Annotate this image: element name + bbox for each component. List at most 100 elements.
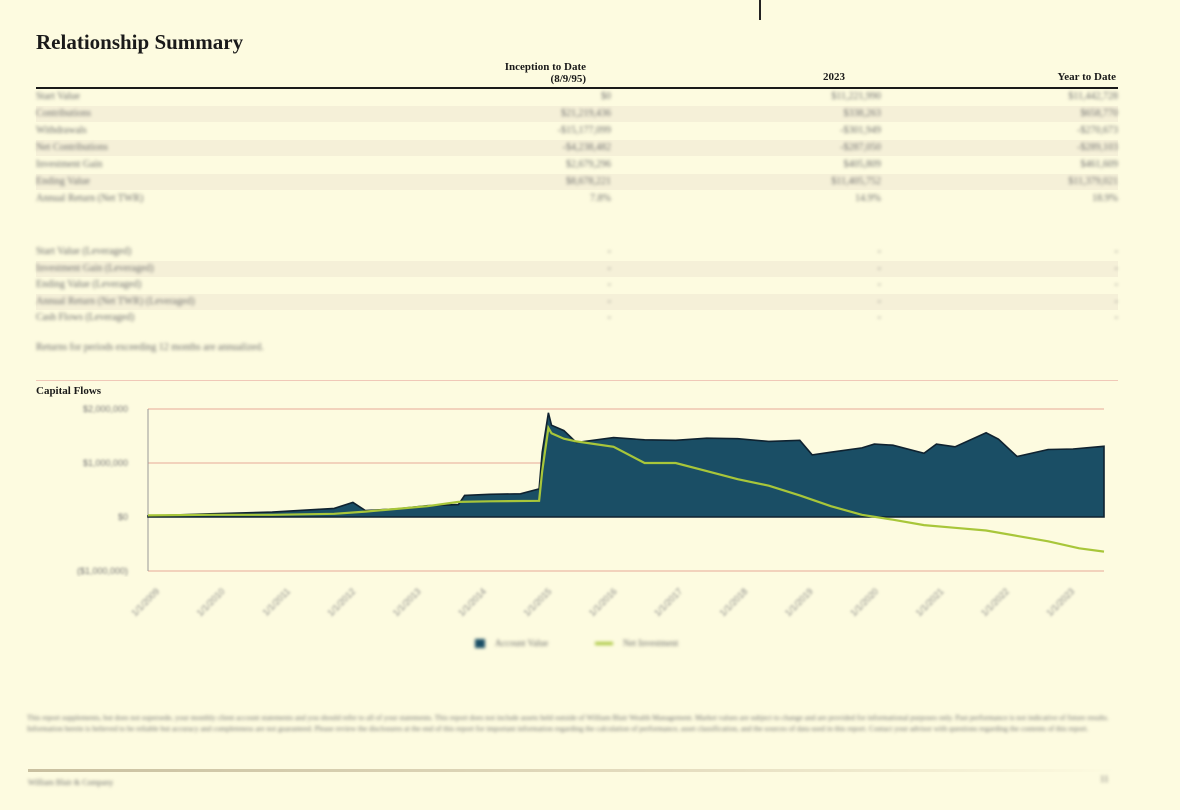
crop-mark (759, 0, 761, 20)
table-row: Annual Return (Net TWR) (Leveraged) - - - (36, 293, 1118, 310)
cell-2023: 14.9% (855, 193, 881, 204)
x-tick-label: 1/1/2017 (652, 586, 684, 618)
cell-inception: -$4,238,482 (562, 142, 611, 153)
x-tick-label: 1/1/2021 (914, 586, 946, 618)
header-rule (36, 87, 1118, 89)
page-title: Relationship Summary (36, 30, 244, 54)
row-label: Ending Value (36, 176, 90, 187)
cell-inception: - (607, 246, 611, 257)
cell-inception: $8,678,221 (566, 176, 611, 187)
cell-ytd: $11,442,728 (1068, 91, 1118, 102)
cell-ytd: $11,379,021 (1068, 176, 1118, 187)
cell-2023: -$301,949 (840, 125, 881, 136)
cell-inception: $0 (601, 91, 611, 102)
legend-label-account-value: Account Value (495, 638, 549, 648)
column-header-inception-line2: (8/9/95) (550, 73, 586, 85)
row-label: Contributions (36, 108, 92, 119)
net-investment-line (147, 424, 1105, 553)
y-tick-label: $2,000,000 (83, 404, 128, 414)
cell-ytd: $658,770 (1080, 108, 1119, 119)
x-tick-label: 1/1/2014 (456, 586, 488, 618)
column-header-inception: Inception to Date (8/9/95) (440, 61, 586, 85)
row-label: Ending Value (Leveraged) (36, 279, 142, 290)
cell-2023: - (877, 279, 881, 290)
legend-item-account-value: Account Value (475, 638, 548, 652)
cell-inception: $2,679,296 (566, 159, 611, 170)
cell-inception: - (607, 295, 611, 307)
capital-flows-chart: $2,000,000$1,000,000$0($1,000,000)1/1/20… (77, 404, 1105, 618)
annualized-note: Returns for periods exceeding 12 months … (36, 342, 264, 353)
table-row: Start Value $0 $11,221,990 $11,442,728 (36, 89, 1118, 105)
cell-inception: - (607, 312, 611, 323)
column-header-2023: 2023 (823, 71, 845, 83)
disclaimer-text: This report supplements, but does not su… (27, 713, 1109, 733)
x-tick-label: 1/1/2019 (783, 586, 815, 618)
cell-2023: - (877, 246, 881, 257)
table-row: Withdrawals -$15,177,099 -$301,949 -$270,67… (36, 123, 1118, 139)
y-tick-label: $0 (118, 512, 128, 522)
cell-ytd: - (1114, 262, 1118, 274)
cell-inception: - (607, 279, 611, 290)
account-value-area (147, 412, 1105, 518)
x-tick-label: 1/1/2013 (391, 586, 423, 618)
table-row: Investment Gain (Leveraged) - - - (36, 260, 1118, 277)
section-divider (36, 380, 1118, 381)
cell-2023: - (877, 312, 881, 323)
table-row: Ending Value (Leveraged) - - - (36, 277, 1118, 293)
cell-inception: - (607, 262, 611, 274)
legend-swatch-area (475, 639, 485, 649)
row-label: Net Contributions (36, 142, 108, 153)
cell-inception: $21,219,436 (561, 108, 611, 119)
column-header-ytd: Year to Date (1057, 71, 1116, 83)
x-tick-label: 1/1/2022 (979, 586, 1011, 618)
cell-2023: -$287,050 (840, 142, 881, 153)
cell-ytd: - (1114, 312, 1118, 323)
table-row: Contributions $21,219,436 $338,263 $658,770 (36, 106, 1118, 122)
x-tick-label: 1/1/2015 (522, 586, 554, 618)
row-label: Investment Gain (Leveraged) (36, 262, 154, 274)
table-row: Investment Gain $2,679,296 $405,809 $461,60… (36, 157, 1118, 173)
x-tick-label: 1/1/2020 (848, 586, 880, 618)
cell-ytd: 18.9% (1092, 193, 1118, 204)
cell-ytd: -$289,103 (1077, 142, 1118, 153)
capital-flows-title: Capital Flows (36, 385, 102, 397)
x-tick-label: 1/1/2023 (1045, 586, 1077, 618)
row-label: Annual Return (Net TWR) (Leveraged) (36, 295, 195, 307)
row-label: Start Value (Leveraged) (36, 246, 132, 257)
x-tick-label: 1/1/2016 (587, 586, 619, 618)
cell-2023: $11,405,752 (831, 176, 881, 187)
cell-2023: $11,221,990 (831, 91, 881, 102)
x-tick-label: 1/1/2010 (195, 586, 227, 618)
cell-ytd: - (1114, 246, 1118, 257)
footer-firm-name: William Blair & Company (28, 778, 114, 787)
y-tick-label: ($1,000,000) (77, 566, 128, 576)
row-label: Investment Gain (36, 159, 103, 170)
column-header-inception-line1: Inception to Date (504, 61, 586, 73)
x-tick-label: 1/1/2011 (261, 586, 292, 617)
cell-ytd: - (1114, 295, 1118, 307)
row-label: Withdrawals (36, 125, 87, 136)
page-number: 11 (1100, 774, 1109, 784)
cell-2023: - (877, 295, 881, 307)
x-tick-label: 1/1/2018 (718, 586, 750, 618)
y-tick-label: $1,000,000 (83, 458, 128, 468)
row-label: Cash Flows (Leveraged) (36, 312, 135, 323)
cell-ytd: -$270,673 (1077, 125, 1118, 136)
table-row: Cash Flows (Leveraged) - - - (36, 310, 1118, 326)
footer-rule (28, 769, 1118, 772)
cell-inception: 7.8% (590, 193, 611, 204)
cell-2023: $338,263 (843, 108, 882, 119)
cell-inception: -$15,177,099 (557, 125, 611, 136)
cell-2023: $405,809 (843, 159, 882, 170)
legend-swatch-line (595, 642, 613, 646)
x-tick-label: 1/1/2012 (326, 586, 358, 618)
table-row: Ending Value $8,678,221 $11,405,752 $11,379… (36, 174, 1118, 190)
legend-label-net-investment: Net Investment (623, 638, 679, 648)
row-label: Start Value (36, 91, 80, 102)
cell-ytd: - (1114, 279, 1118, 290)
cell-2023: - (877, 262, 881, 274)
x-tick-label: 1/1/2009 (130, 586, 162, 618)
legend-item-net-investment: Net Investment (595, 638, 678, 652)
table-row: Start Value (Leveraged) - - - (36, 244, 1118, 260)
cell-ytd: $461,609 (1080, 159, 1119, 170)
